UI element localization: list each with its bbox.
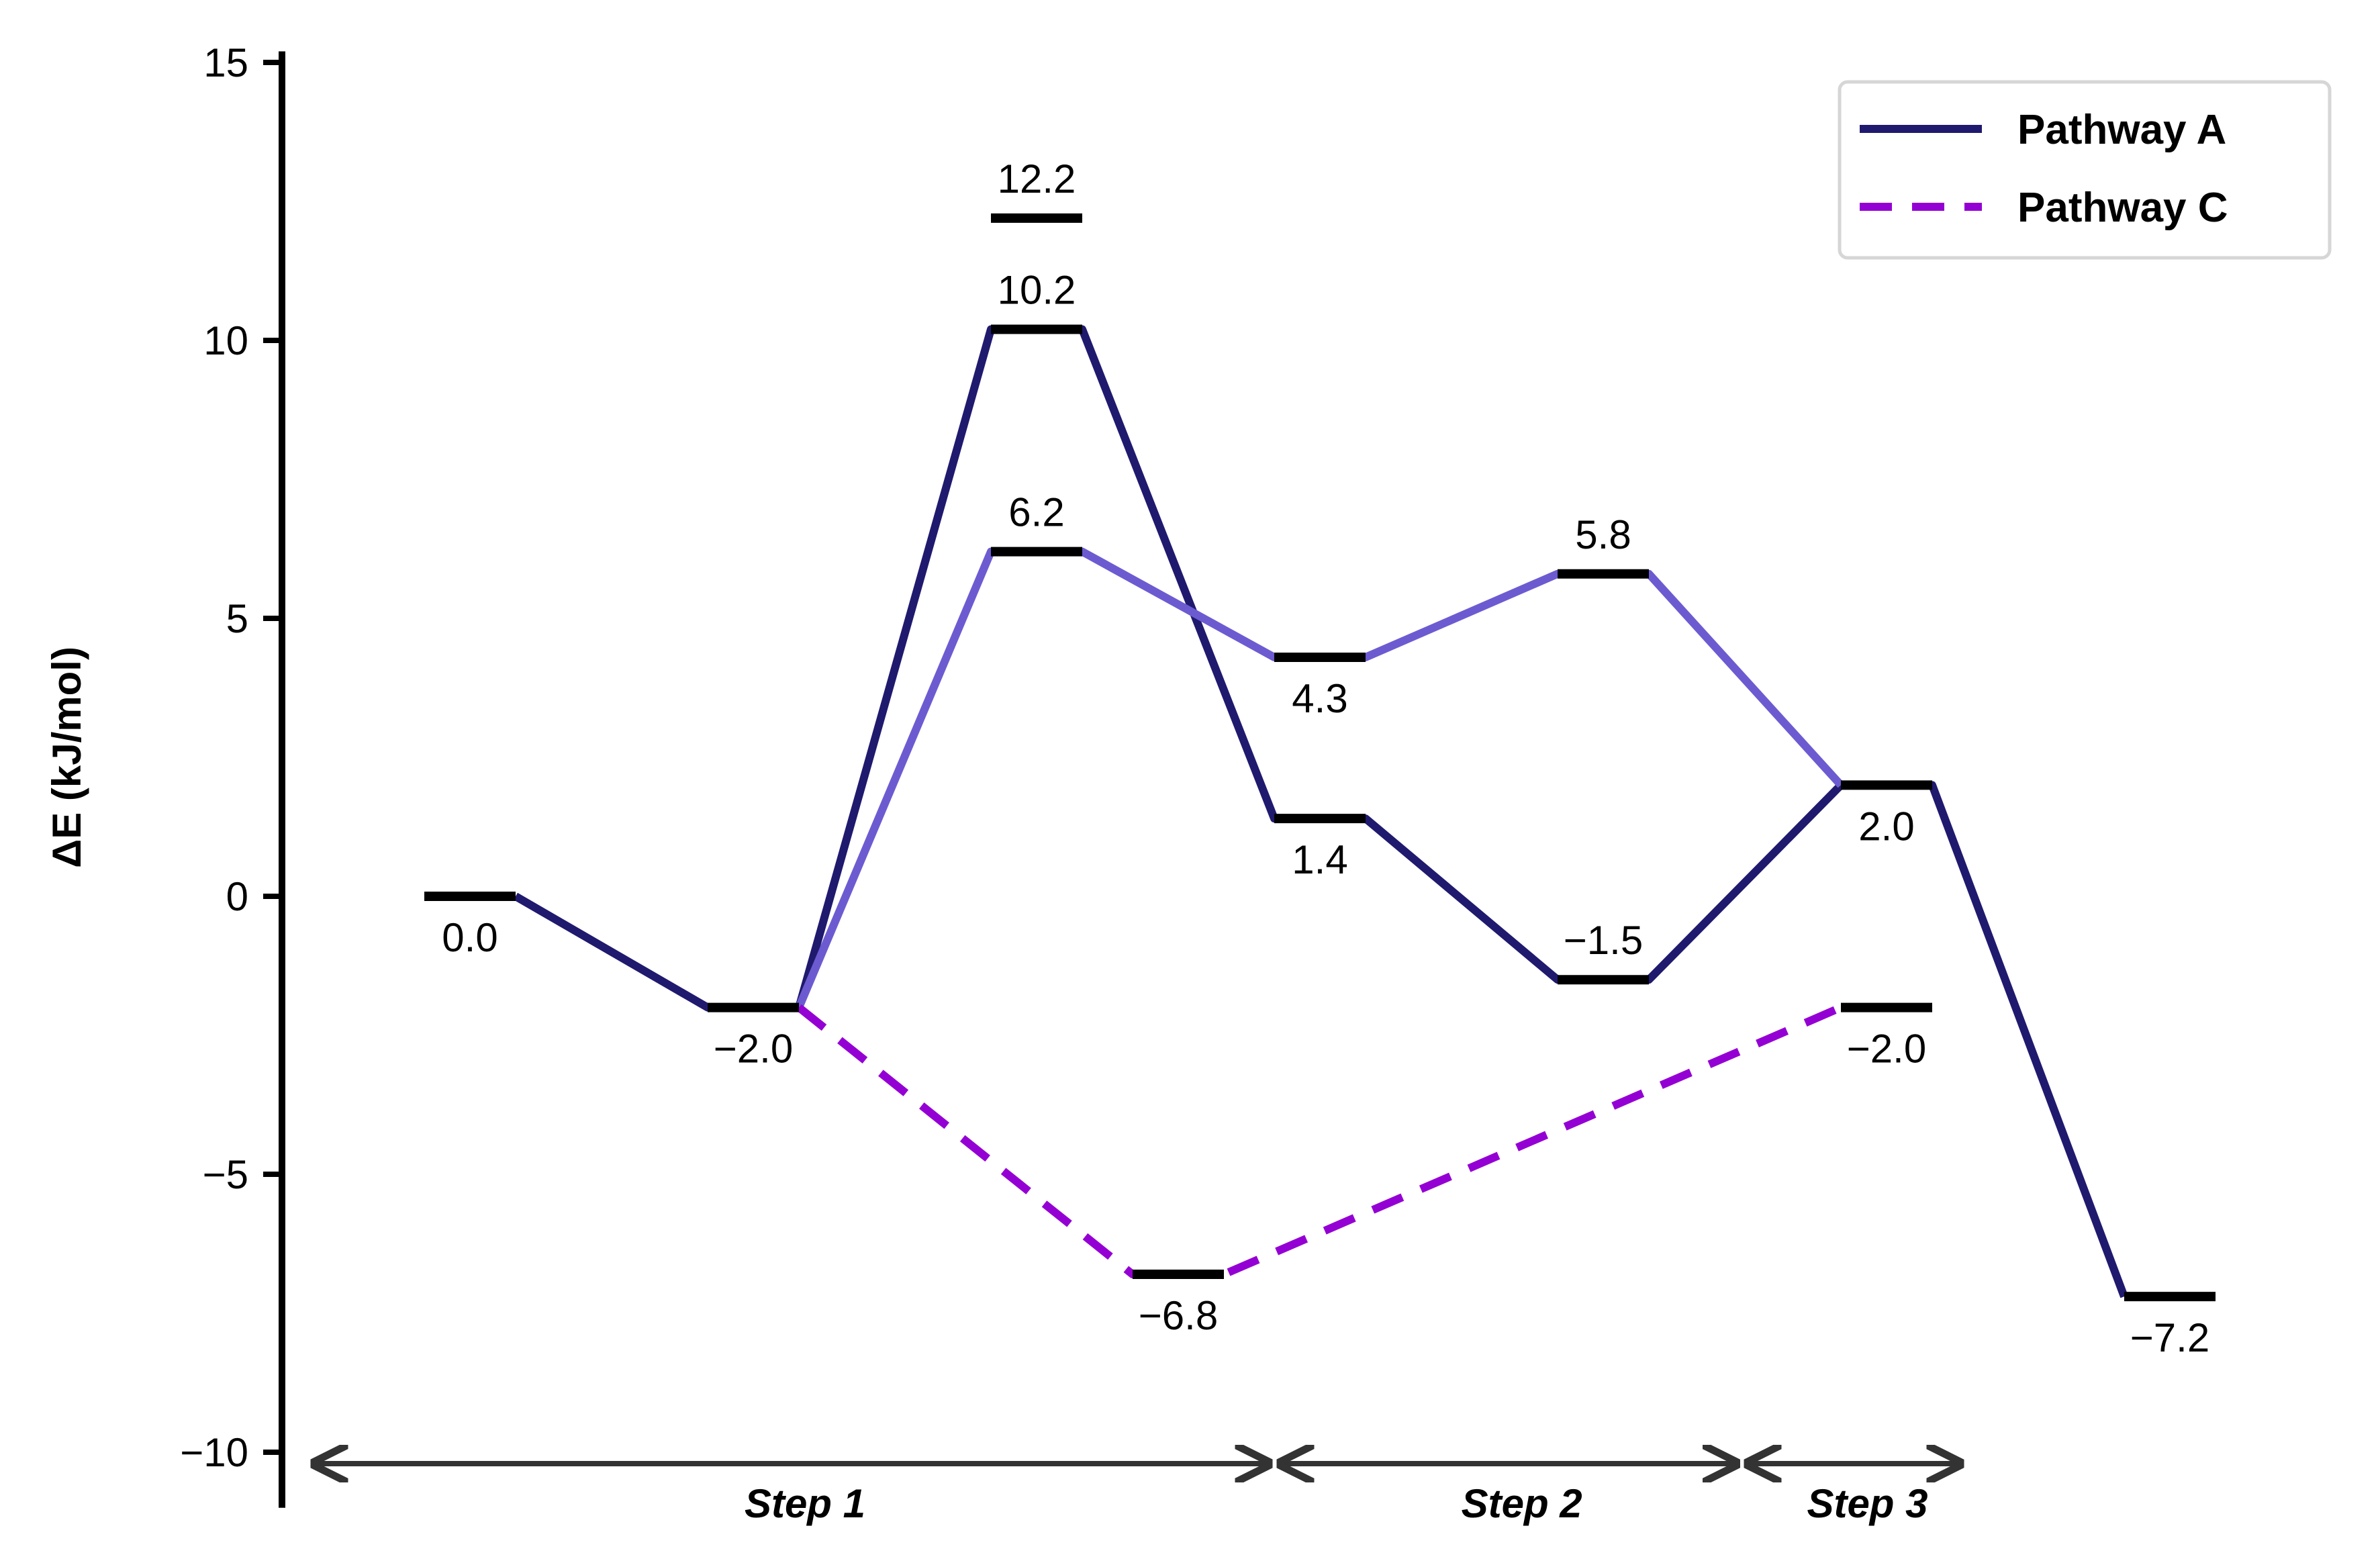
y-axis: 15 10 5 0 −5 −10 ΔE (kJ/mol) <box>44 40 285 1508</box>
level-value-label: 6.2 <box>1008 490 1064 535</box>
y-tick-label: 0 <box>226 874 248 919</box>
level-value-label: 12.2 <box>998 156 1076 201</box>
step-label: Step 3 <box>1807 1481 1927 1526</box>
level-value-label: −2.0 <box>714 1027 793 1072</box>
level-value-label: 10.2 <box>998 267 1076 312</box>
level-value-label: −6.8 <box>1139 1293 1218 1338</box>
y-tick-label: −5 <box>203 1152 248 1197</box>
step-label: Step 2 <box>1462 1481 1582 1526</box>
level-value-label: −7.2 <box>2130 1315 2209 1360</box>
series-line-3 <box>796 1004 1843 1279</box>
level-value-label: −1.5 <box>1564 918 1643 963</box>
legend-label: Pathway A <box>2017 107 2226 153</box>
legend-label: Pathway C <box>2017 185 2228 231</box>
level-labels: 0.0 −2.0 12.2 10.2 6.2 −6.8 4.3 1.4 5.8 −1.5 2.0 −2… <box>442 156 2209 1360</box>
step-arrows: Step 1 Step 2 Step 3 <box>314 1464 1960 1526</box>
y-tick-label: 5 <box>226 596 248 641</box>
energy-levels <box>424 213 2216 1302</box>
level-value-label: −2.0 <box>1847 1027 1926 1072</box>
level-value-label: 2.0 <box>1858 804 1914 849</box>
legend: Pathway A Pathway C <box>1838 80 2332 260</box>
level-value-label: 0.0 <box>442 915 497 960</box>
y-tick-label: 10 <box>203 318 248 363</box>
step-label: Step 1 <box>745 1481 865 1526</box>
y-tick-label: 15 <box>203 40 248 85</box>
level-value-label: 1.4 <box>1292 837 1347 882</box>
y-axis-label: ΔE (kJ/mol) <box>44 647 89 868</box>
y-tick-label: −10 <box>180 1430 248 1475</box>
level-value-label: 5.8 <box>1575 512 1631 557</box>
level-value-label: 4.3 <box>1292 676 1347 721</box>
